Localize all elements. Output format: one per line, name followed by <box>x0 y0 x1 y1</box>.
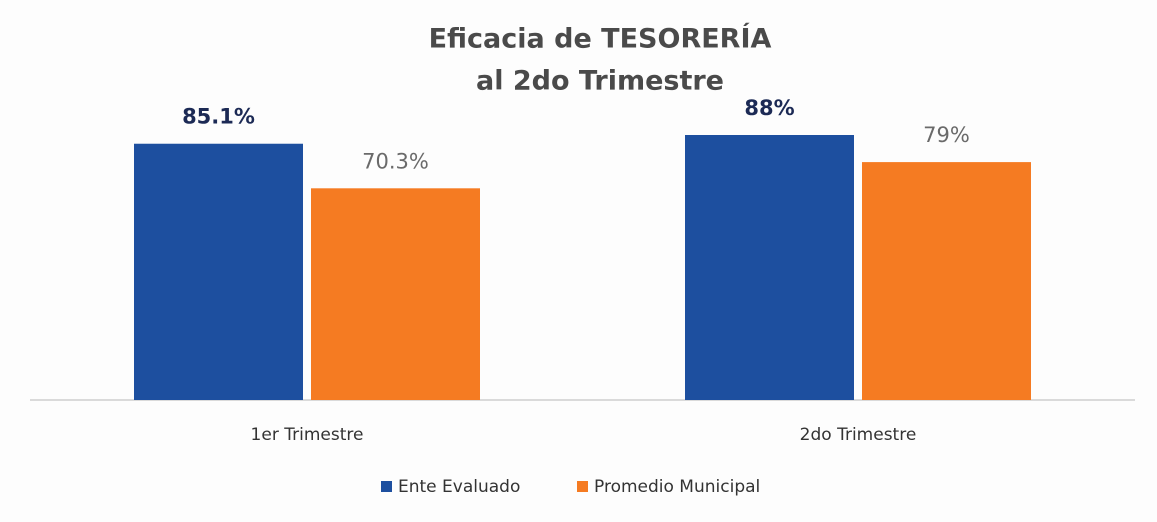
chart-title: Eficacia de TESORERÍA <box>429 23 772 55</box>
bar <box>134 143 303 400</box>
legend-label: Promedio Municipal <box>594 477 760 497</box>
data-label: 85.1% <box>182 105 255 129</box>
data-label: 88% <box>744 96 794 120</box>
data-label: 79% <box>923 123 970 147</box>
x-tick-label: 2do Trimestre <box>800 425 917 445</box>
bar <box>311 188 480 400</box>
bar <box>685 135 854 400</box>
chart-title: al 2do Trimestre <box>476 66 724 97</box>
data-label: 70.3% <box>362 149 429 173</box>
legend-swatch <box>577 481 588 492</box>
legend-label: Ente Evaluado <box>398 477 520 497</box>
bar <box>862 162 1031 400</box>
legend-swatch <box>381 481 392 492</box>
x-tick-label: 1er Trimestre <box>251 425 364 445</box>
